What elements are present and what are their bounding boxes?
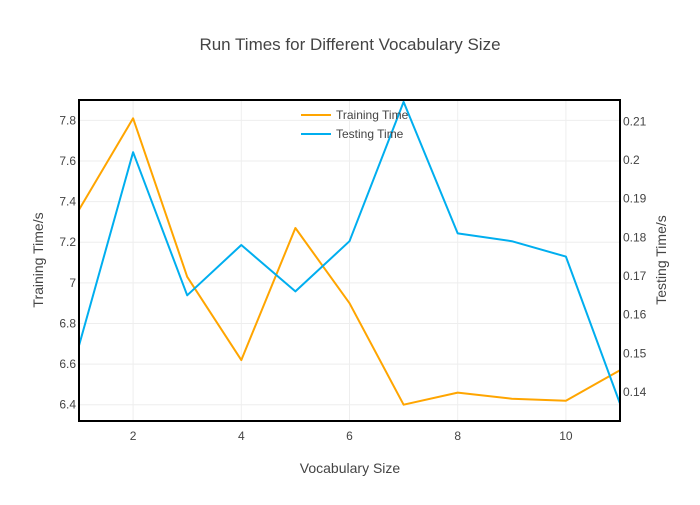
right-y-axis-label: Testing Time/s	[653, 215, 669, 304]
left-y-tick-label: 7.8	[59, 113, 76, 127]
right-y-tick-label: 0.2	[623, 153, 640, 167]
x-axis-ticks: 2 4 6 8 10	[130, 429, 573, 443]
legend-item-training[interactable]: Training Time	[301, 108, 409, 122]
left-y-tick-label: 7.2	[59, 235, 76, 249]
left-y-tick-label: 7.6	[59, 154, 76, 168]
right-y-axis-ticks: 0.14 0.15 0.16 0.17 0.18 0.19 0.2 0.21	[623, 114, 647, 399]
series-line-training-time[interactable]	[78, 117, 621, 406]
x-tick-label: 2	[130, 429, 137, 443]
series-lines	[78, 100, 621, 406]
legend-label-training: Training Time	[336, 108, 409, 122]
chart-title: Run Times for Different Vocabulary Size	[199, 35, 500, 54]
right-y-tick-label: 0.14	[623, 385, 647, 399]
right-y-tick-label: 0.21	[623, 114, 647, 128]
left-y-tick-label: 6.6	[59, 357, 76, 371]
left-y-tick-label: 7.4	[59, 195, 76, 209]
right-y-tick-label: 0.18	[623, 230, 647, 244]
left-y-axis-ticks: 6.4 6.6 6.8 7 7.2 7.4 7.6 7.8	[59, 113, 76, 411]
x-axis-label: Vocabulary Size	[300, 460, 401, 476]
plot-area-frame	[78, 99, 621, 422]
left-y-tick-label: 6.8	[59, 316, 76, 330]
right-y-tick-label: 0.19	[623, 192, 647, 206]
left-y-axis-label: Training Time/s	[30, 212, 46, 307]
x-tick-label: 10	[559, 429, 573, 443]
legend-item-testing[interactable]: Testing Time	[301, 127, 404, 141]
left-y-tick-label: 6.4	[59, 398, 76, 412]
right-y-tick-label: 0.16	[623, 308, 647, 322]
x-tick-label: 8	[454, 429, 461, 443]
series-line-testing-time[interactable]	[78, 100, 621, 405]
legend: Training Time Testing Time	[301, 108, 409, 141]
legend-label-testing: Testing Time	[336, 127, 404, 141]
x-tick-label: 6	[346, 429, 353, 443]
right-y-tick-label: 0.17	[623, 269, 647, 283]
x-tick-label: 4	[238, 429, 245, 443]
right-y-tick-label: 0.15	[623, 346, 647, 360]
left-y-tick-label: 7	[69, 276, 76, 290]
